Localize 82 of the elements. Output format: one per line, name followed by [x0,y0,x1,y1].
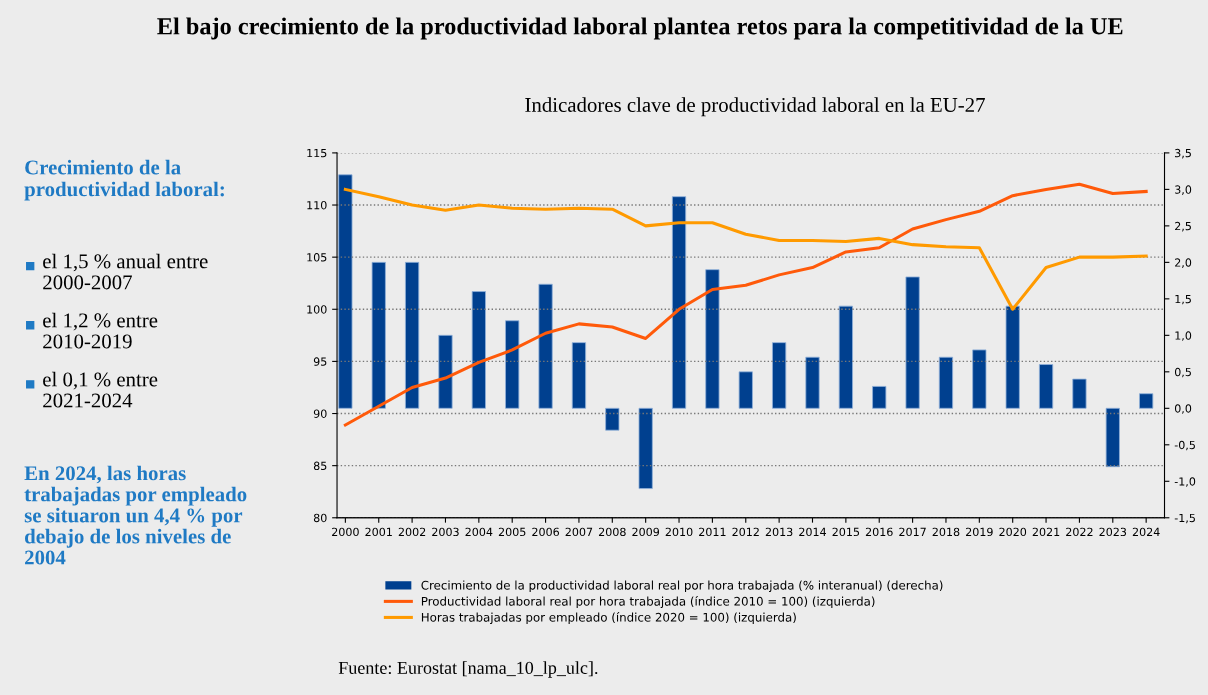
x-tick-label: 2002 [398,527,426,537]
bar [938,356,954,409]
y-tick-label: 100 [307,305,327,314]
bar [638,407,653,490]
x-tick-label: 2011 [699,527,726,537]
y-tick-label: 115 [307,149,327,158]
bar [738,371,753,409]
bar [338,174,353,409]
bar [538,283,553,409]
bar [405,261,420,409]
text: En 2024, las horas trabajadas por empleado se situaron un 4,4 % por debajo de los niveles de 2004 [24,465,247,565]
text: el 1,5 % anual entre 2000-2007 [43,253,208,290]
x-tick-label: 2016 [865,527,893,537]
bar [905,276,920,409]
x-tick-label: 2014 [799,527,827,537]
x-tick-label: 2009 [632,527,660,537]
text: el 1,2 % entre 2010-2019 [43,312,158,349]
bar [438,334,453,409]
x-tick-label: 2006 [532,527,560,537]
y-tick-label: 85 [313,461,327,471]
bar [805,356,820,409]
chart-title: El bajo crecimiento de la productividad laboral plantea retos para la competitividad de la UE [157,17,1123,40]
bar [872,386,887,409]
bar [838,305,853,409]
x-tick-label: 2008 [598,527,626,537]
bar [471,291,486,409]
x-tick-label: 2020 [999,527,1027,537]
line-series [343,182,1148,427]
y-tick-label: 110 [307,201,327,210]
bar [1139,393,1154,409]
text: Crecimiento de la productividad laboral: [24,159,224,201]
y-tick-label: 90 [313,409,327,418]
x-tick-label: 2015 [832,527,860,537]
x-tick-label: 2012 [732,527,759,537]
x-tick-label: 2000 [332,527,359,537]
y2-tick-label: -1,0 [1174,477,1196,487]
x-tick-label: 2004 [465,527,493,537]
y-tick-label: 105 [307,253,327,262]
y2-tick-label: 0,0 [1174,404,1192,414]
x-tick-label: 2018 [932,527,960,537]
text: el 0,1 % entre 2021-2024 [43,371,158,408]
bar [972,349,987,409]
bar [371,261,386,409]
y2-tick-label: -1,5 [1174,513,1195,524]
x-tick-label: 2001 [365,527,392,537]
x-tick-label: 2003 [432,527,459,537]
x-tick-label: 2019 [966,527,993,537]
bar [1038,364,1054,409]
bar [605,407,620,431]
legend-label: Productividad laboral real por hora trabajada (índice 2010 = 100) (izquierda) [421,596,875,608]
x-tick-label: 2023 [1099,527,1127,537]
x-tick-label: 2017 [899,527,926,537]
bar [1072,378,1087,409]
y-tick-label: 95 [313,357,327,366]
bar [705,269,720,409]
x-tick-label: 2013 [765,527,793,537]
legend-label: Crecimiento de la productividad laboral real por hora trabajada (% interanual) (derecha) [421,580,943,592]
x-tick-label: 2022 [1066,527,1093,537]
y2-tick-label: -0,5 [1174,440,1195,451]
legend-label: Horas trabajadas por empleado (índice 2020 = 100) (izquierda) [421,612,796,625]
x-tick-label: 2005 [498,527,526,537]
x-tick-label: 2024 [1132,527,1160,537]
bar [671,196,687,409]
y-tick-label: 80 [313,513,327,523]
bar [505,320,520,409]
line-series [343,187,1148,311]
x-tick-label: 2021 [1032,527,1060,537]
bar [1005,305,1020,409]
bar [772,342,787,409]
source-note: Fuente: Eurostat [nama_10_lp_ulc]. [338,661,598,678]
y2-tick-label: 0,5 [1174,367,1191,378]
bar [571,342,587,409]
chart-subtitle: Indicadores clave de productividad laboral en la EU-27 [525,97,985,117]
y2-tick-label: 1,0 [1175,331,1192,341]
bar [1105,407,1120,468]
y2-tick-label: 2,5 [1175,221,1191,232]
y2-tick-label: 1,5 [1175,294,1191,305]
x-tick-label: 2007 [565,527,593,537]
y2-tick-label: 3,5 [1175,148,1191,159]
y2-tick-label: 2,0 [1175,258,1192,268]
x-tick-label: 2010 [665,527,693,537]
y2-tick-label: 3,0 [1175,185,1192,195]
